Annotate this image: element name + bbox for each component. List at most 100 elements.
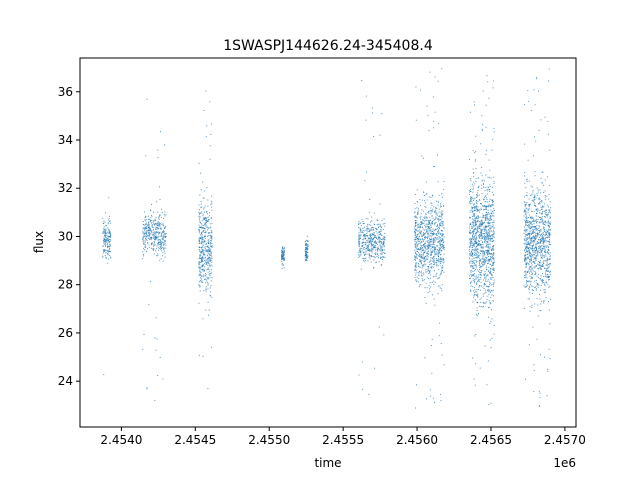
data-point [379,239,381,241]
data-point [524,209,526,211]
data-point [481,220,483,222]
data-point [525,237,527,239]
data-point [159,259,161,261]
data-point [199,216,201,218]
data-point [525,213,527,215]
data-point [492,248,494,250]
data-point [489,323,491,324]
data-point [438,211,440,213]
data-point [539,212,541,214]
data-point [426,258,428,260]
data-point [535,259,537,261]
data-point [476,194,478,196]
data-point [209,270,211,272]
data-point [469,275,470,277]
data-point [421,219,423,221]
data-point [378,242,380,244]
data-point [383,240,385,242]
data-point [307,240,309,242]
data-point [373,232,375,234]
data-point [478,286,480,288]
data-point [541,279,543,281]
data-point [477,281,478,283]
data-point [431,234,433,236]
data-point [540,262,542,264]
data-point [359,247,361,249]
data-point [160,242,162,244]
data-point [486,234,488,236]
data-point [435,229,437,231]
data-point [422,239,424,241]
data-point [421,199,423,201]
data-point [103,237,105,239]
data-point [208,309,210,311]
data-point [415,222,416,224]
data-point [539,278,541,280]
data-point [431,232,432,234]
data-point [109,251,111,253]
data-point [485,217,487,219]
data-point [199,281,201,282]
data-point [470,199,472,201]
data-point [491,210,493,212]
data-point [484,261,486,263]
data-point [528,250,530,251]
data-point [426,223,428,225]
data-point [468,246,470,248]
data-point [529,245,531,246]
data-point [416,245,418,247]
data-point [493,271,494,273]
data-point [157,231,159,233]
data-point [282,252,284,254]
data-point [359,255,361,257]
data-point [158,233,160,235]
data-point [199,214,200,216]
data-point [199,213,201,214]
data-point [373,234,374,236]
data-point [480,239,482,241]
data-point [210,251,212,253]
data-point [420,218,421,220]
data-point [473,260,475,261]
data-point [492,246,494,248]
data-point [416,276,418,278]
data-point [473,231,475,233]
data-point [489,226,491,228]
data-point [488,293,490,295]
data-point [549,232,551,234]
data-point [478,280,480,282]
data-point [211,217,212,219]
data-point [529,221,531,222]
data-point [532,290,534,292]
data-point [540,242,542,244]
data-point [477,277,479,279]
data-point [487,187,489,189]
data-point [205,259,207,261]
data-point [205,249,207,251]
data-point [529,226,531,228]
data-point [431,251,433,253]
data-point [531,264,533,266]
data-point [492,240,494,242]
data-point [486,238,488,240]
data-point [473,230,475,232]
data-point [476,231,478,233]
data-point [474,207,476,209]
data-point [430,248,432,250]
data-point [421,226,423,228]
data-point [475,294,477,296]
data-point [425,245,427,247]
data-point [415,223,416,225]
data-point [529,230,531,232]
data-point [527,241,529,243]
data-point [159,214,161,216]
data-point [104,230,106,232]
data-point [433,218,435,220]
data-point [542,238,544,240]
data-point [492,204,493,206]
data-point [472,150,474,152]
data-point [473,243,475,245]
data-point [148,304,150,306]
data-point [431,246,433,248]
data-points [102,68,552,409]
